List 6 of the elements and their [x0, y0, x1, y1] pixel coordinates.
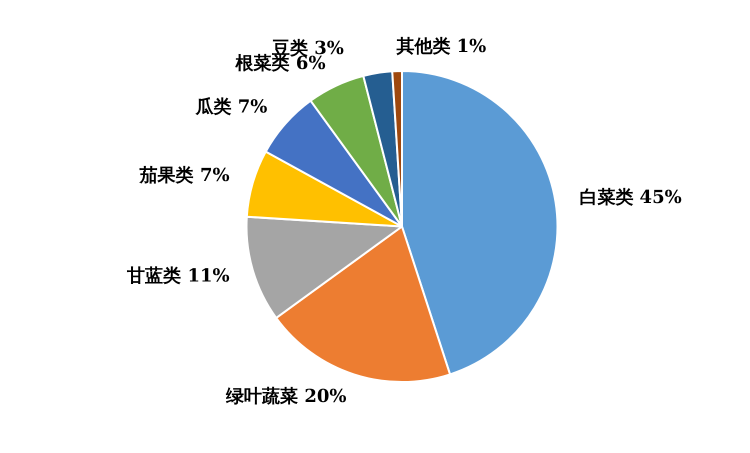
slice-label: 绿叶蔬菜 20%	[225, 386, 347, 407]
slice-label: 瓜类 7%	[194, 96, 268, 118]
slice-label: 白菜类 45%	[579, 187, 682, 208]
slice-label: 茄果类 7%	[138, 165, 230, 186]
slice-label: 甘蓝类 11%	[126, 265, 230, 286]
slice-label: 其他类 1%	[395, 36, 486, 57]
